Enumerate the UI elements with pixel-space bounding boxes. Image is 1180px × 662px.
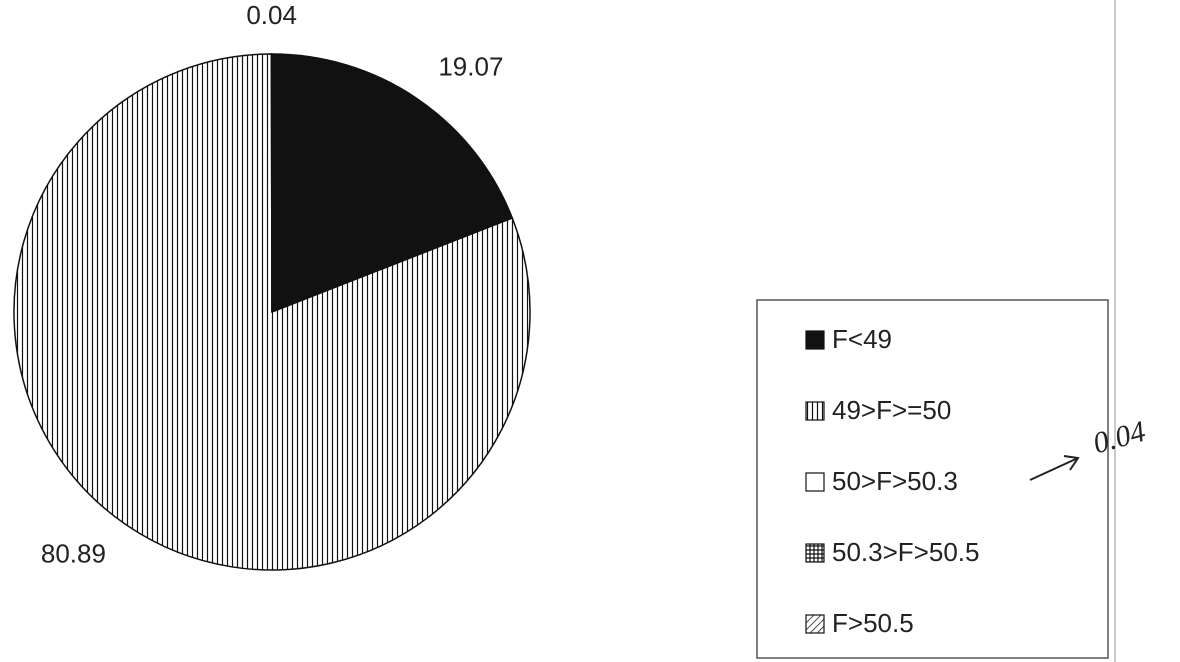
legend-label: 49>F>=50 — [832, 395, 951, 425]
data-label: 0.04 — [246, 0, 297, 30]
legend-swatch — [805, 543, 825, 563]
annotation-arrow — [1029, 455, 1080, 481]
data-label: 80.89 — [41, 539, 106, 569]
pie-slice — [271, 53, 514, 314]
legend-label: F<49 — [832, 324, 892, 354]
pie-slice — [13, 53, 531, 571]
legend-swatch — [805, 330, 825, 350]
legend-label: F>50.5 — [832, 608, 914, 638]
legend-label: 50.3>F>50.5 — [832, 537, 979, 567]
legend-swatch — [805, 472, 825, 492]
legend-swatch — [805, 401, 825, 421]
legend-label: 50>F>50.3 — [832, 466, 958, 496]
legend-swatch — [805, 614, 825, 634]
data-label: 19.07 — [438, 51, 503, 81]
